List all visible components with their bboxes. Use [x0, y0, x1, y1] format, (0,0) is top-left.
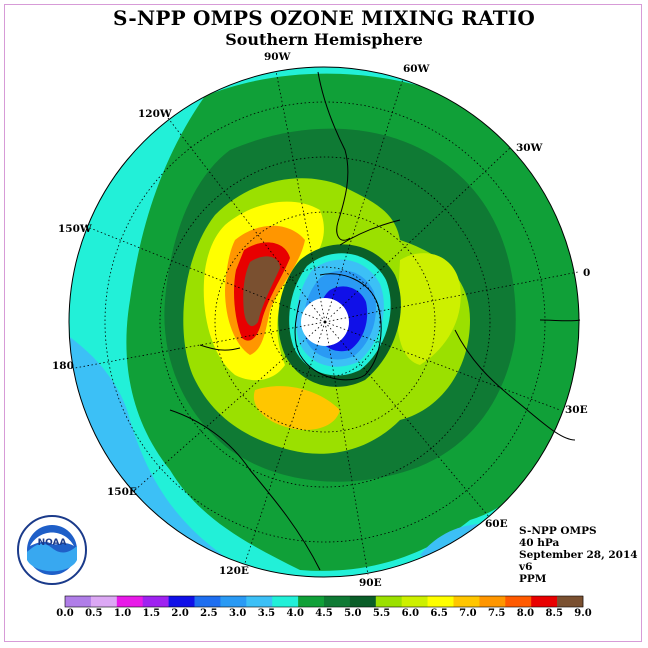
contour-9-0	[243, 256, 280, 327]
parallel-4	[104, 101, 546, 543]
meridian-30e	[324, 321, 561, 411]
colorbar-tick-label: 6.0	[401, 608, 420, 619]
colorbar-swatch	[375, 596, 402, 607]
colorbar-tick-label: 4.0	[286, 608, 304, 619]
colorbar-swatch	[168, 596, 195, 607]
lon-label-60e: 60E	[485, 518, 508, 530]
colorbar-tick-label: 3.0	[228, 608, 247, 619]
coast-africa	[454, 329, 576, 441]
meridian-120w	[167, 117, 326, 323]
map-title: S-NPP OMPS OZONE MIXING RATIO	[113, 6, 535, 30]
meridian-90w	[275, 70, 326, 323]
colorbar-swatch	[142, 596, 169, 607]
logo-wave	[27, 543, 77, 572]
logo-text: NOAA	[38, 538, 67, 548]
lon-label-90w: 90W	[264, 51, 291, 63]
graticule	[74, 70, 579, 576]
lon-label-30e: 30E	[565, 404, 588, 416]
colorbar-swatch	[220, 596, 247, 607]
meridian-60e	[324, 321, 491, 519]
coast-australia	[169, 409, 321, 571]
colorbar-swatch	[557, 596, 584, 607]
map-border	[68, 66, 580, 578]
colorbar-swatch	[116, 596, 143, 607]
colorbar-swatch	[479, 596, 506, 607]
colorbar-swatch	[453, 596, 480, 607]
colorbar-tick-label: 2.0	[171, 608, 189, 619]
meridian-90e	[324, 321, 369, 576]
image-frame	[4, 4, 642, 642]
colorbar-tick-label: 8.5	[545, 608, 563, 619]
lon-label-0: 0	[583, 267, 591, 279]
colorbar-tick-label: 0.0	[56, 608, 74, 619]
colorbar-swatch	[272, 596, 299, 607]
colorbar-swatch	[246, 596, 273, 607]
coast-antarctica	[294, 273, 382, 381]
colorbar-tick-label: 9.0	[574, 608, 592, 619]
info-instrument: S-NPP OMPS	[519, 525, 597, 537]
info-level: 40 hPa	[519, 537, 560, 549]
parallel-3	[159, 156, 491, 488]
noaa-logo	[17, 515, 87, 585]
coast-peninsula	[339, 219, 401, 246]
meridian-0	[324, 271, 579, 323]
colorbar-swatch	[90, 596, 118, 607]
colorbar-tick-label: 3.5	[257, 608, 276, 619]
colorbar-tick-label: 4.5	[315, 608, 333, 619]
colorbar-swatch	[324, 596, 351, 607]
colorbar-tick-label: 0.5	[85, 608, 103, 619]
lon-label-150w: 150W	[58, 223, 92, 235]
lon-label-120e: 120E	[219, 565, 249, 577]
colorbar-swatch	[531, 596, 558, 607]
contour-7-0-south	[253, 386, 340, 430]
colorbar-swatch	[349, 596, 377, 607]
coastlines	[169, 71, 581, 571]
colorbar-swatch	[65, 596, 92, 607]
colorbar-tick-label: 6.5	[430, 608, 448, 619]
colorbar-swatch	[298, 596, 325, 607]
contour-6-0-east	[397, 253, 461, 365]
colorbar-border	[64, 595, 584, 608]
coast-africa-tip	[539, 319, 581, 322]
lon-label-180: 180	[52, 360, 74, 372]
colorbar-tick-label: 5.0	[344, 608, 362, 619]
logo-bird	[30, 532, 74, 546]
coast-islands	[199, 344, 241, 351]
lon-label-30w: 30W	[516, 142, 543, 154]
colorbar-tick-label: 5.5	[372, 608, 391, 619]
info-units: PPM	[519, 573, 547, 585]
colorbar-tick-label: 7.0	[459, 608, 477, 619]
colorbar-tick-label: 1.0	[113, 608, 132, 619]
colorbar	[64, 595, 584, 608]
colorbar-swatch	[194, 596, 221, 607]
lon-label-90e: 90E	[359, 577, 382, 589]
meridian-60w	[324, 78, 404, 323]
colorbar-tick-label: 2.5	[200, 608, 218, 619]
lon-label-150e: 150E	[107, 486, 137, 498]
parallel-1	[269, 266, 381, 378]
colorbar-tick-label: 8.0	[516, 608, 535, 619]
lon-label-60w: 60W	[403, 63, 430, 75]
lon-label-120w: 120W	[138, 108, 172, 120]
coast-south-america	[317, 71, 351, 241]
info-version: v6	[519, 561, 533, 573]
info-block: S-NPP OMPS 40 hPa September 28, 2014 v6 …	[519, 525, 638, 585]
colorbar-swatch	[427, 596, 454, 607]
colorbar-tick-label: 1.5	[142, 608, 161, 619]
colorbar-tick-label: 7.5	[487, 608, 506, 619]
info-date: September 28, 2014	[519, 549, 638, 561]
colorbar-swatch	[401, 596, 428, 607]
parallel-2	[214, 211, 436, 433]
colorbar-swatch	[505, 596, 532, 607]
map-subtitle: Southern Hemisphere	[225, 30, 423, 49]
